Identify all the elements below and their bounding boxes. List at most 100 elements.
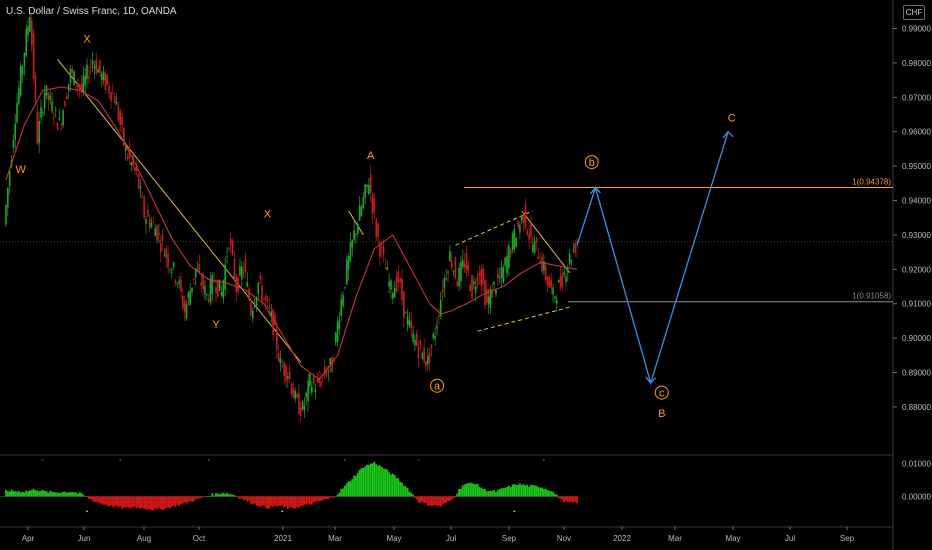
osc-bar <box>36 490 39 497</box>
candle-body <box>323 367 326 375</box>
osc-tick-label: 0.00000 <box>902 493 931 502</box>
candle-body <box>392 293 394 299</box>
x-tick-label: Oct <box>193 534 206 543</box>
osc-bar <box>342 488 344 497</box>
osc-bar <box>513 484 516 497</box>
osc-bar <box>561 496 564 500</box>
osc-bar <box>344 485 346 497</box>
candle-body <box>246 282 249 287</box>
candle-body <box>318 378 320 383</box>
candle-body <box>158 233 160 235</box>
osc-bar <box>364 466 367 497</box>
candle-body <box>110 92 112 102</box>
osc-bar <box>122 496 125 508</box>
candle-body <box>550 279 553 288</box>
osc-bar <box>163 496 166 510</box>
osc-bar <box>565 496 567 501</box>
osc-bar <box>196 496 199 499</box>
osc-bar <box>318 496 321 502</box>
candle-body <box>554 296 556 299</box>
osc-bar <box>71 491 74 497</box>
candle-body <box>349 242 352 262</box>
candle-body <box>364 184 366 198</box>
osc-bar <box>390 474 392 497</box>
osc-bar <box>56 492 59 497</box>
candle-body <box>233 258 236 279</box>
osc-bar <box>137 496 140 508</box>
candle-body <box>484 280 486 306</box>
wave-label: B <box>658 408 665 420</box>
candle-body <box>474 286 477 293</box>
osc-bar <box>393 474 396 497</box>
y-tick-label: 0.98000 <box>902 59 931 68</box>
candle-body <box>417 346 420 359</box>
osc-bar <box>150 496 153 510</box>
wave-label: A <box>367 150 375 162</box>
osc-bar <box>281 496 284 506</box>
osc-bar <box>233 495 236 497</box>
descending-trendline <box>57 59 302 363</box>
candle-body <box>460 261 462 282</box>
candle-body <box>403 291 405 318</box>
candle-body <box>147 210 149 217</box>
osc-bar <box>366 464 368 497</box>
osc-bar <box>185 496 188 504</box>
candle-body <box>462 259 464 267</box>
candle-body <box>253 304 256 308</box>
osc-bar <box>156 496 158 510</box>
candle-body <box>60 124 63 126</box>
candle-body <box>75 85 77 87</box>
osc-bar <box>316 496 319 502</box>
wedge-line-b <box>521 210 571 274</box>
candle-body <box>117 105 120 121</box>
candle-body <box>141 196 144 198</box>
osc-bar <box>360 467 363 497</box>
osc-bar <box>314 496 317 502</box>
candle-body <box>450 260 453 269</box>
osc-bar <box>135 496 138 509</box>
y-tick-label: 0.99000 <box>902 25 931 34</box>
osc-bar <box>465 483 468 497</box>
osc-bar <box>10 489 13 497</box>
candle-body <box>263 298 265 300</box>
candle-body <box>191 287 193 293</box>
candle-body <box>215 287 217 294</box>
osc-bar <box>152 496 155 511</box>
osc-bar <box>557 496 560 499</box>
osc-bar <box>189 496 192 502</box>
osc-bar <box>257 496 260 507</box>
osc-bar <box>204 496 206 498</box>
osc-bar <box>511 484 514 497</box>
osc-bar <box>244 496 247 500</box>
candle-body <box>89 66 92 68</box>
candle-body <box>64 101 66 107</box>
candle-body <box>544 265 547 281</box>
candle-body <box>495 289 497 295</box>
osc-bar <box>447 496 449 502</box>
candle-body <box>240 266 243 280</box>
osc-bar <box>239 496 241 499</box>
osc-bar <box>62 491 65 497</box>
osc-bar <box>309 496 311 505</box>
candle-body <box>161 234 164 242</box>
osc-bar <box>487 491 490 497</box>
candles <box>5 12 578 423</box>
candle-body <box>458 267 460 287</box>
osc-bar <box>554 494 556 497</box>
candle-body <box>169 268 171 270</box>
osc-bar <box>139 496 142 509</box>
osc-bar <box>58 493 61 497</box>
candle-body <box>252 310 254 318</box>
osc-bar <box>382 468 385 497</box>
osc-bar <box>332 496 335 499</box>
osc-bar <box>356 472 359 497</box>
candle-body <box>69 68 72 83</box>
candle-body <box>49 95 52 100</box>
candle-body <box>34 76 37 100</box>
osc-bar <box>205 496 208 497</box>
osc-bar <box>307 496 309 504</box>
osc-bar <box>141 496 144 508</box>
currency-badge[interactable]: CHF <box>903 5 925 20</box>
osc-bar <box>161 496 164 510</box>
